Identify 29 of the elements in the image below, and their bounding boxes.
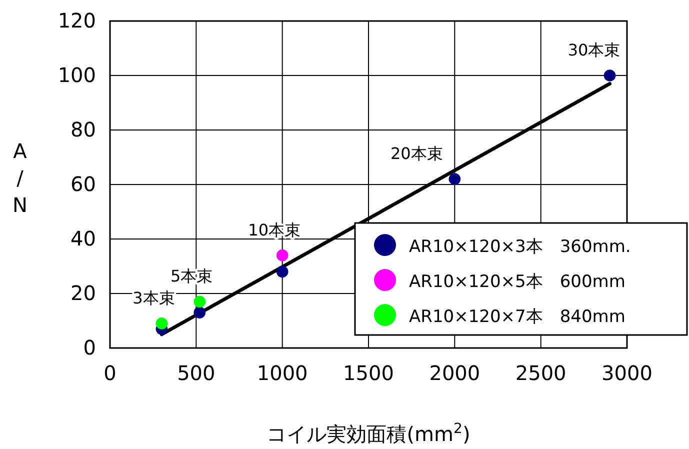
x-tick-label: 1000	[256, 361, 308, 386]
y-tick-label: 120	[58, 8, 96, 32]
y-tick-label: 80	[70, 117, 96, 142]
legend-label: AR10×120×7本 840mm	[409, 307, 626, 327]
point	[194, 306, 206, 318]
point	[194, 296, 206, 308]
y-axis-title: A/N	[12, 139, 28, 217]
point	[448, 173, 461, 185]
annotation: 3本束	[132, 288, 175, 308]
point	[276, 249, 288, 262]
legend-label: AR10×120×5本 600mm	[409, 272, 626, 292]
point	[276, 266, 288, 278]
annotation: 30本束	[568, 40, 620, 60]
x-tick-label: 500	[177, 361, 216, 386]
x-tick-label: 3000	[602, 361, 652, 386]
x-tick-label: 2000	[429, 361, 480, 386]
x-tick-label: 0	[104, 361, 116, 386]
point	[604, 70, 616, 82]
y-tick-label: 0	[83, 335, 96, 360]
x-tick-label: 1500	[343, 361, 394, 386]
point	[156, 318, 168, 330]
y-tick-label: 20	[70, 280, 96, 305]
x-axis-title: コイル実効面積(mm$^{2}$)	[266, 421, 470, 446]
y-tick-label: 60	[70, 172, 96, 196]
y-tick-label: 40	[70, 226, 96, 250]
legend-label: AR10×120×3本 360mm.	[409, 237, 631, 257]
y-tick-label: 100	[58, 62, 96, 87]
annotation: 20本束	[390, 144, 443, 164]
x-tick-label: 2500	[515, 361, 566, 386]
